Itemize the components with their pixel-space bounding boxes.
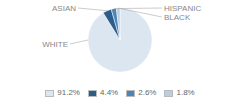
svg-text:ASIAN: ASIAN [52, 4, 76, 13]
svg-text:HISPANIC: HISPANIC [164, 4, 201, 13]
html-text:2.6%: 2.6% [138, 88, 157, 97]
html-text:1.8%: 1.8% [176, 88, 195, 97]
html-text:91.2%: 91.2% [57, 88, 80, 97]
html-text:4.4%: 4.4% [100, 88, 119, 97]
svg-text:BLACK: BLACK [164, 13, 191, 22]
svg-text:WHITE: WHITE [42, 40, 68, 49]
